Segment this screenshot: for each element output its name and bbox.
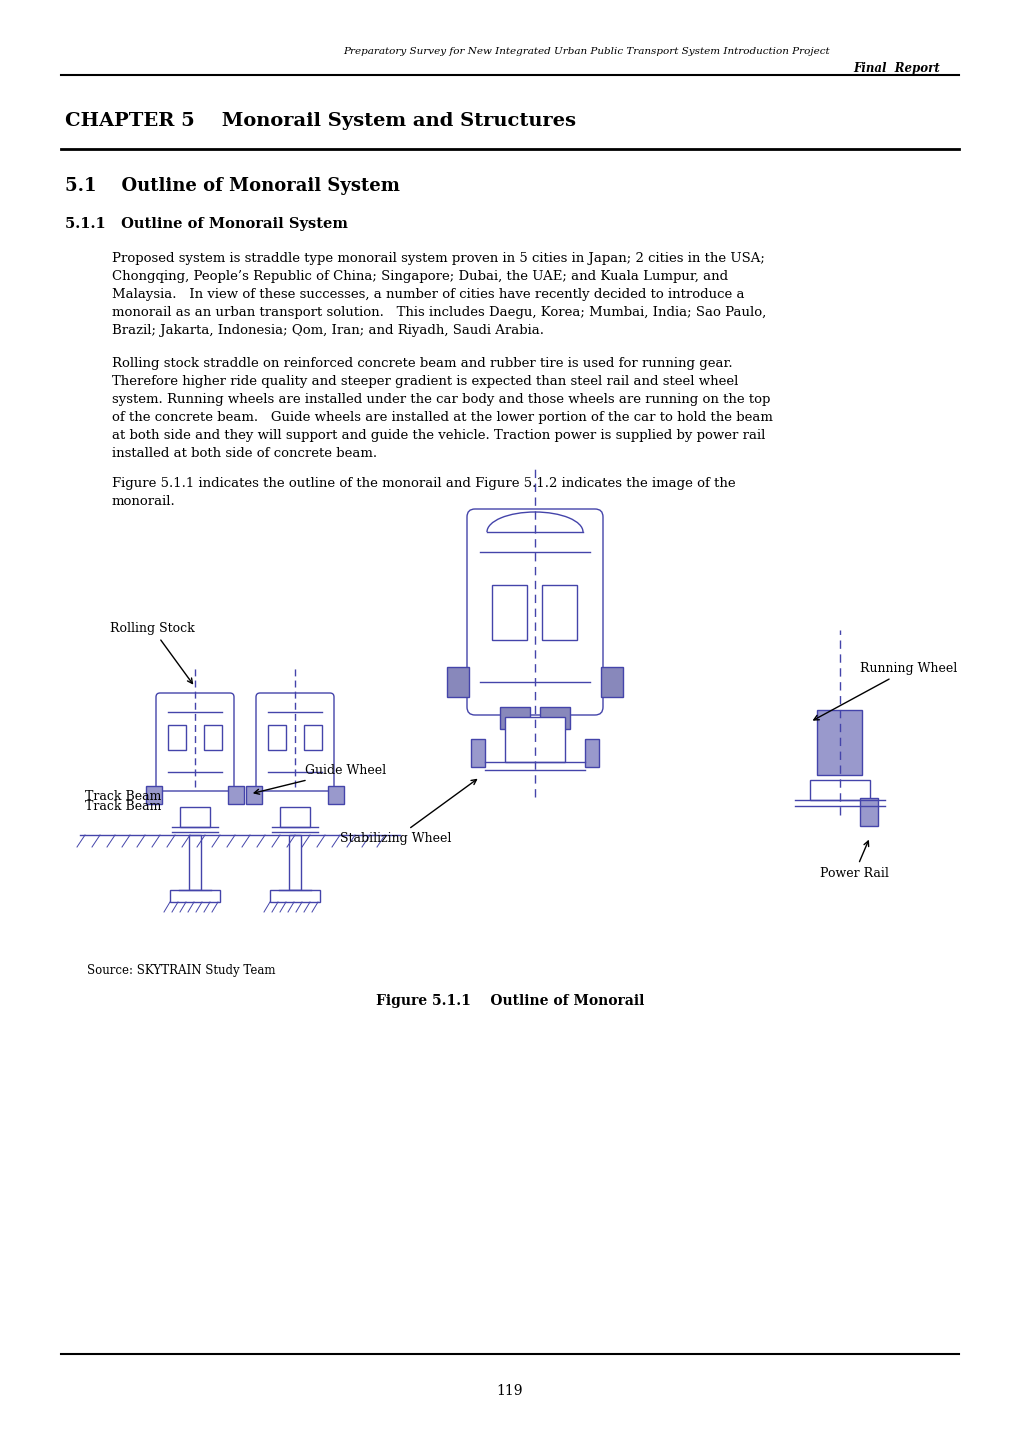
Text: Figure 5.1.1 indicates the outline of the monorail and Figure 5.1.2 indicates th: Figure 5.1.1 indicates the outline of th… [112,477,735,490]
Text: Power Rail: Power Rail [819,841,888,880]
Bar [288,835,301,890]
Text: Malaysia.   In view of these successes, a number of cities have recently decided: Malaysia. In view of these successes, a … [112,288,744,301]
Bar [280,808,310,828]
Text: Chongqing, People’s Republic of China; Singapore; Dubai, the UAE; and Kuala Lump: Chongqing, People’s Republic of China; S… [112,270,728,283]
Text: Rolling stock straddle on reinforced concrete beam and rubber tire is used for r: Rolling stock straddle on reinforced con… [112,358,732,371]
Bar [542,584,577,639]
Bar [539,707,570,730]
Bar [504,717,565,761]
Text: Track Beam: Track Beam [85,800,161,813]
Bar [446,668,469,696]
Text: Stabilizing Wheel: Stabilizing Wheel [339,780,476,845]
Bar [304,724,322,750]
Text: system. Running wheels are installed under the car body and those wheels are run: system. Running wheels are installed und… [112,394,769,407]
Bar [179,808,210,828]
Text: at both side and they will support and guide the vehicle. Traction power is supp: at both side and they will support and g… [112,430,764,443]
Bar [268,724,285,750]
Text: Proposed system is straddle type monorail system proven in 5 cities in Japan; 2 : Proposed system is straddle type monorai… [112,252,764,265]
Text: Running Wheel: Running Wheel [813,662,956,720]
Text: installed at both side of concrete beam.: installed at both side of concrete beam. [112,447,377,460]
Text: Final  Report: Final Report [853,62,940,75]
Text: Track Beam: Track Beam [85,790,161,803]
Bar [270,890,320,903]
Bar [170,890,220,903]
Text: 5.1    Outline of Monorail System: 5.1 Outline of Monorail System [65,177,399,195]
Bar [859,797,877,825]
Bar [471,738,484,767]
Bar [600,668,623,696]
Bar [585,738,598,767]
Bar [492,584,527,639]
Text: Rolling Stock: Rolling Stock [110,622,195,684]
Text: Guide Wheel: Guide Wheel [254,764,386,795]
Text: 5.1.1   Outline of Monorail System: 5.1.1 Outline of Monorail System [65,216,347,231]
Text: 119: 119 [496,1384,523,1397]
FancyBboxPatch shape [256,694,333,792]
FancyBboxPatch shape [467,509,602,715]
Bar [816,709,862,774]
Bar [228,786,244,805]
Text: Brazil; Jakarta, Indonesia; Qom, Iran; and Riyadh, Saudi Arabia.: Brazil; Jakarta, Indonesia; Qom, Iran; a… [112,324,543,337]
Bar [146,786,162,805]
Bar [189,835,201,890]
Text: Preparatory Survey for New Integrated Urban Public Transport System Introduction: Preparatory Survey for New Integrated Ur… [343,48,829,56]
Text: of the concrete beam.   Guide wheels are installed at the lower portion of the c: of the concrete beam. Guide wheels are i… [112,411,772,424]
Bar [168,724,185,750]
Text: monorail as an urban transport solution.   This includes Daegu, Korea; Mumbai, I: monorail as an urban transport solution.… [112,306,765,319]
Text: Figure 5.1.1    Outline of Monorail: Figure 5.1.1 Outline of Monorail [375,994,644,1008]
Text: CHAPTER 5    Monorail System and Structures: CHAPTER 5 Monorail System and Structures [65,112,576,130]
Text: monorail.: monorail. [112,495,175,508]
Bar [204,724,222,750]
Bar [809,780,869,799]
Bar [246,786,262,805]
Text: Source: SKYTRAIN Study Team: Source: SKYTRAIN Study Team [87,965,275,978]
Bar [328,786,343,805]
Bar [499,707,530,730]
Text: Therefore higher ride quality and steeper gradient is expected than steel rail a: Therefore higher ride quality and steepe… [112,375,738,388]
FancyBboxPatch shape [156,694,233,792]
